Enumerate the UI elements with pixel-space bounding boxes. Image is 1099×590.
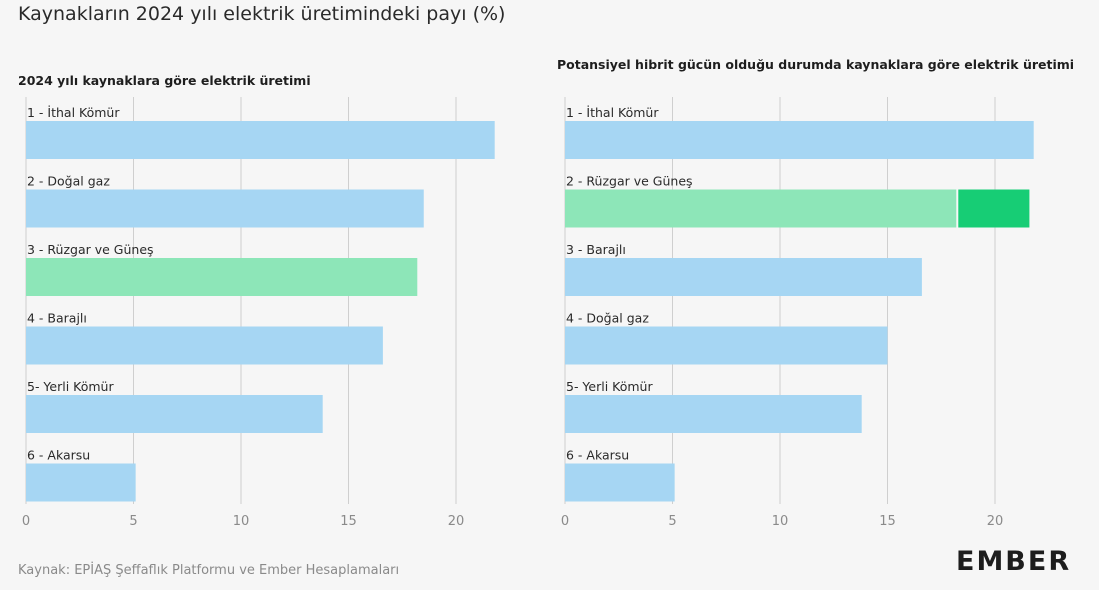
source-note: Kaynak: EPİAŞ Şeffaflık Platformu ve Emb… bbox=[18, 563, 400, 578]
left-bar bbox=[26, 189, 424, 228]
left-bar bbox=[26, 121, 495, 159]
left-category-label: 2 - Doğal gaz bbox=[27, 174, 110, 189]
left-x-tick-label: 10 bbox=[233, 514, 250, 529]
left-bar bbox=[26, 395, 323, 433]
left-x-tick-label: 5 bbox=[129, 514, 137, 529]
right-bar bbox=[565, 326, 888, 365]
right-bar bbox=[565, 395, 862, 433]
left-x-tick-label: 15 bbox=[340, 514, 357, 529]
chart-title: Kaynakların 2024 yılı elektrik üretimind… bbox=[18, 3, 506, 25]
left-bar bbox=[26, 258, 418, 296]
right-category-label: 4 - Doğal gaz bbox=[566, 311, 649, 326]
left-category-label: 3 - Rüzgar ve Güneş bbox=[27, 242, 154, 257]
right-bar bbox=[565, 258, 922, 296]
left-category-label: 5- Yerli Kömür bbox=[27, 379, 114, 394]
right-x-tick-label: 15 bbox=[879, 514, 896, 529]
right-category-label: 6 - Akarsu bbox=[566, 448, 629, 463]
right-bar bbox=[565, 189, 957, 228]
right-category-label: 1 - İthal Kömür bbox=[566, 105, 659, 120]
left-bar bbox=[26, 326, 383, 365]
right-x-tick-label: 20 bbox=[987, 514, 1004, 529]
left-category-label: 4 - Barajlı bbox=[27, 311, 87, 326]
right-category-label: 2 - Rüzgar ve Güneş bbox=[566, 174, 693, 189]
left-bar bbox=[26, 463, 136, 502]
right-category-label: 5- Yerli Kömür bbox=[566, 379, 653, 394]
left-panel-title: 2024 yılı kaynaklara göre elektrik üreti… bbox=[18, 73, 311, 88]
ember-logo: EMBER bbox=[956, 546, 1072, 577]
left-x-tick-label: 20 bbox=[448, 514, 465, 529]
right-panel-title: Potansiyel hibrit gücün olduğu durumda k… bbox=[557, 57, 1075, 72]
left-x-tick-label: 0 bbox=[22, 514, 30, 529]
right-x-tick-label: 5 bbox=[668, 514, 676, 529]
right-hybrid-bar bbox=[958, 189, 1030, 228]
left-category-label: 1 - İthal Kömür bbox=[27, 105, 120, 120]
right-bar bbox=[565, 463, 675, 502]
right-category-label: 3 - Barajlı bbox=[566, 242, 626, 257]
right-x-tick-label: 10 bbox=[772, 514, 789, 529]
right-bar bbox=[565, 121, 1034, 159]
right-x-tick-label: 0 bbox=[561, 514, 569, 529]
left-category-label: 6 - Akarsu bbox=[27, 448, 90, 463]
